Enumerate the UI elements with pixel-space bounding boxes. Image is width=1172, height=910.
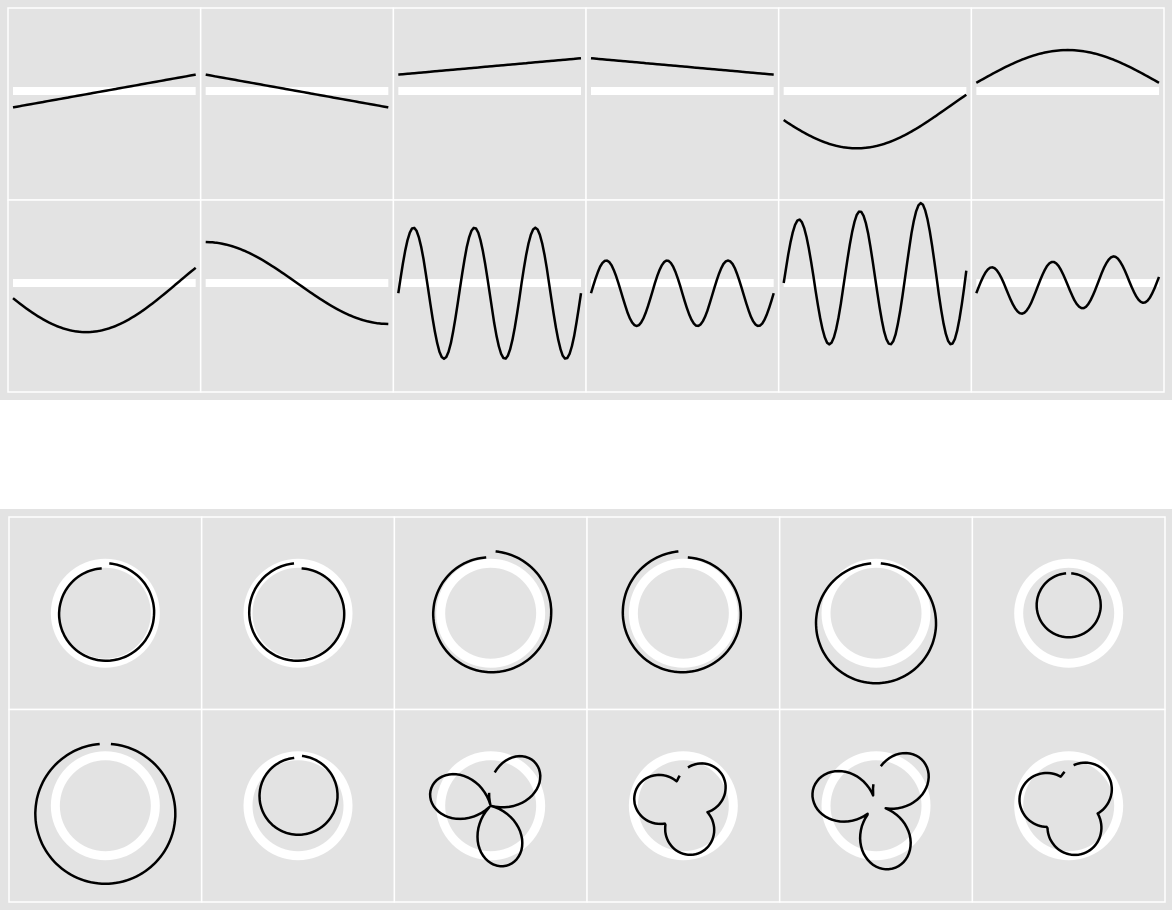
panel-trefoil-medium <box>778 708 974 903</box>
panel-wave-small <box>585 199 780 393</box>
panel-background <box>777 199 973 393</box>
panel-linear-down-high <box>585 7 780 201</box>
panel-background <box>778 516 974 711</box>
reference-circle <box>50 751 160 861</box>
panel-spiral-in-small <box>8 516 203 711</box>
panel-background <box>777 7 973 201</box>
series-line <box>782 201 968 346</box>
panel-linear-down-small <box>199 7 395 201</box>
panel-background <box>393 516 588 711</box>
cartesian-facet-grid <box>7 7 1165 393</box>
reference-circle <box>50 558 160 668</box>
series-line <box>428 754 542 868</box>
panel-background <box>7 199 202 393</box>
panel-spiral-in-large <box>393 516 588 711</box>
series-line <box>205 73 389 109</box>
series-line <box>632 762 727 857</box>
panel-hump <box>7 199 202 393</box>
series-line <box>205 240 389 326</box>
series-line <box>1035 572 1102 639</box>
series-line <box>782 93 968 150</box>
series-line <box>814 562 938 685</box>
reference-circle <box>1014 558 1124 668</box>
panel-circle-small-up <box>971 516 1166 711</box>
panel-circle-large-down <box>8 708 203 903</box>
panel-trough <box>199 199 395 393</box>
series-line <box>12 73 196 109</box>
panel-background <box>585 7 780 201</box>
reference-circle <box>628 751 738 861</box>
reference-circle <box>821 751 931 861</box>
panel-spiral-out-small <box>200 516 396 711</box>
reference-circle <box>243 751 353 861</box>
series-line <box>589 259 775 328</box>
series-line <box>397 226 583 361</box>
series-line <box>247 562 346 663</box>
panel-linear-up-small <box>7 7 202 201</box>
panel-background <box>586 708 781 903</box>
panel-background <box>199 7 395 201</box>
panel-background <box>392 7 587 201</box>
reference-circle <box>628 558 738 668</box>
panel-background <box>778 708 974 903</box>
panel-background <box>970 7 1165 201</box>
panel-background <box>200 516 396 711</box>
series-line <box>811 751 930 871</box>
panel-background <box>7 7 202 201</box>
panel-spiral-offset-up <box>200 708 396 903</box>
panel-wave-growing <box>777 199 973 393</box>
panel-wave-large <box>392 199 587 393</box>
panel-circle-shifted-down <box>778 516 974 711</box>
panel-background <box>8 708 203 903</box>
reference-circle <box>1014 751 1124 861</box>
panel-trefoil-rounded <box>971 708 1166 903</box>
series-line <box>34 742 177 886</box>
series-line <box>398 56 582 76</box>
series-line <box>975 255 1161 315</box>
series-line <box>1018 761 1114 857</box>
series-line <box>431 550 553 674</box>
panel-trefoil-small <box>586 708 781 903</box>
series-line <box>57 562 156 663</box>
series-line <box>12 266 197 334</box>
panel-trefoil-large <box>393 708 588 903</box>
panel-linear-up-high <box>392 7 587 201</box>
panel-background <box>971 516 1166 711</box>
panel-background <box>970 199 1165 393</box>
reference-circle <box>436 751 546 861</box>
panel-background <box>971 708 1166 903</box>
panel-spiral-out-large <box>586 516 781 711</box>
series-line <box>590 56 774 76</box>
reference-circle <box>436 558 546 668</box>
panel-arch <box>777 7 973 201</box>
reference-circle <box>821 558 931 668</box>
panel-background <box>199 199 395 393</box>
cartesian-facet-figure <box>0 0 1172 400</box>
series-line <box>975 48 1160 84</box>
panel-bowl <box>970 7 1165 201</box>
panel-background <box>8 516 203 711</box>
series-line <box>258 754 339 837</box>
polar-facet-figure <box>0 509 1172 910</box>
panel-background <box>586 516 781 711</box>
panel-wave-small-drift <box>970 199 1165 393</box>
panel-background <box>200 708 396 903</box>
series-line <box>621 550 743 674</box>
polar-facet-grid <box>8 516 1166 903</box>
